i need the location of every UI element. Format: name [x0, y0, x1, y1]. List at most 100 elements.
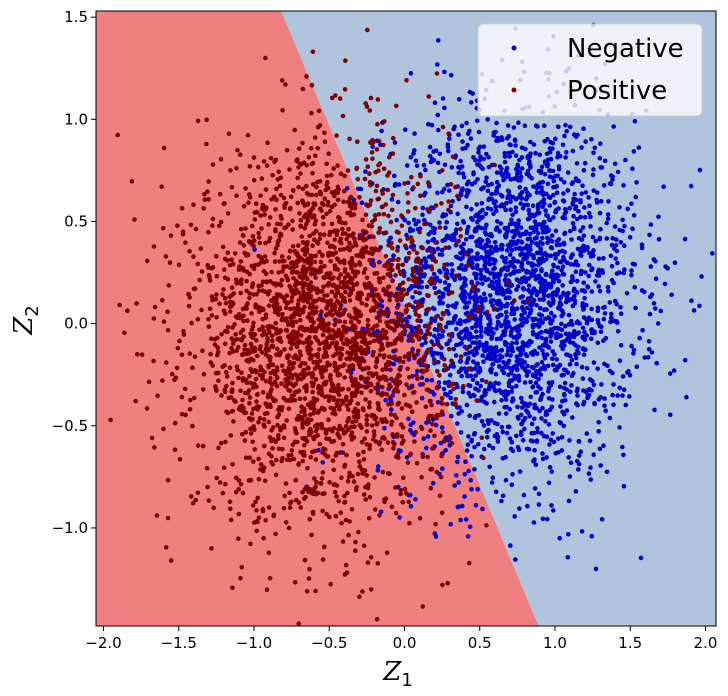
scatter-point — [393, 485, 398, 490]
scatter-point — [375, 468, 381, 473]
scatter-point — [275, 177, 281, 182]
scatter-point — [420, 245, 426, 251]
scatter-point — [632, 284, 637, 290]
scatter-point — [604, 236, 610, 241]
scatter-point — [324, 173, 330, 179]
scatter-point — [446, 332, 452, 338]
scatter-point — [398, 448, 404, 454]
scatter-point — [574, 216, 580, 222]
scatter-point — [227, 309, 233, 314]
scatter-point — [279, 78, 285, 83]
scatter-point — [416, 303, 421, 309]
scatter-point — [417, 290, 423, 296]
scatter-point — [540, 241, 545, 246]
scatter-point — [249, 334, 254, 339]
scatter-point — [529, 212, 535, 217]
scatter-point — [296, 357, 301, 362]
scatter-point — [575, 348, 580, 353]
scatter-point — [526, 287, 531, 293]
scatter-point — [302, 443, 307, 448]
scatter-point — [276, 436, 281, 441]
scatter-point — [489, 366, 494, 372]
scatter-point — [465, 373, 470, 379]
scatter-point — [488, 244, 494, 250]
scatter-point — [284, 316, 289, 321]
scatter-point — [411, 185, 416, 190]
scatter-point — [443, 367, 449, 373]
scatter-point — [532, 219, 538, 224]
scatter-point — [304, 388, 309, 394]
scatter-point — [518, 225, 524, 230]
scatter-point — [533, 151, 538, 156]
scatter-point — [359, 200, 365, 205]
scatter-point — [486, 421, 491, 427]
scatter-point — [228, 517, 234, 523]
scatter-point — [418, 173, 423, 179]
scatter-point — [221, 201, 227, 207]
scatter-point — [535, 335, 540, 340]
scatter-point — [318, 313, 323, 318]
scatter-point — [320, 491, 325, 497]
scatter-point — [668, 412, 673, 418]
scatter-point — [285, 278, 291, 283]
scatter-point — [377, 279, 383, 285]
scatter-point — [266, 550, 272, 556]
scatter-point — [440, 582, 445, 588]
scatter-point — [522, 426, 527, 432]
scatter-point — [367, 494, 373, 500]
scatter-point — [380, 384, 385, 390]
scatter-point — [569, 322, 575, 328]
scatter-point — [281, 395, 287, 401]
scatter-point — [453, 353, 459, 358]
scatter-point — [206, 272, 212, 278]
scatter-point — [284, 293, 290, 298]
scatter-point — [271, 512, 277, 518]
scatter-point — [278, 428, 283, 433]
scatter-point — [406, 200, 411, 205]
scatter-point — [388, 367, 393, 373]
scatter-point — [377, 441, 382, 447]
scatter-point — [536, 324, 542, 329]
scatter-point — [392, 341, 398, 346]
scatter-point — [491, 133, 497, 138]
scatter-point — [367, 400, 372, 405]
scatter-point — [482, 230, 488, 235]
scatter-point — [270, 333, 275, 339]
scatter-point — [290, 188, 296, 193]
scatter-point — [415, 318, 420, 323]
scatter-point — [422, 256, 428, 261]
scatter-point — [365, 27, 370, 33]
scatter-point — [321, 284, 326, 290]
scatter-point — [262, 212, 268, 217]
scatter-point — [240, 490, 246, 496]
scatter-point — [288, 346, 294, 351]
scatter-point — [303, 269, 309, 275]
scatter-point — [522, 275, 527, 281]
scatter-point — [560, 264, 566, 269]
scatter-point — [502, 340, 508, 345]
scatter-point — [529, 240, 535, 245]
scatter-point — [627, 373, 633, 378]
scatter-point — [335, 197, 341, 203]
scatter-point — [305, 402, 311, 408]
scatter-point — [316, 364, 322, 370]
scatter-point — [597, 446, 603, 452]
scatter-point — [634, 364, 640, 370]
scatter-point — [435, 246, 441, 252]
scatter-point — [613, 242, 619, 248]
scatter-point — [336, 382, 341, 388]
scatter-point — [611, 402, 616, 408]
scatter-point — [340, 113, 346, 119]
scatter-point — [483, 392, 488, 397]
scatter-point — [307, 356, 313, 362]
scatter-point — [549, 404, 555, 410]
scatter-point — [283, 224, 289, 230]
scatter-point — [547, 217, 553, 223]
scatter-point — [241, 334, 246, 340]
scatter-point — [669, 292, 674, 298]
scatter-point — [290, 227, 295, 232]
scatter-point — [346, 427, 351, 432]
scatter-point — [483, 242, 489, 248]
scatter-point — [260, 202, 266, 208]
